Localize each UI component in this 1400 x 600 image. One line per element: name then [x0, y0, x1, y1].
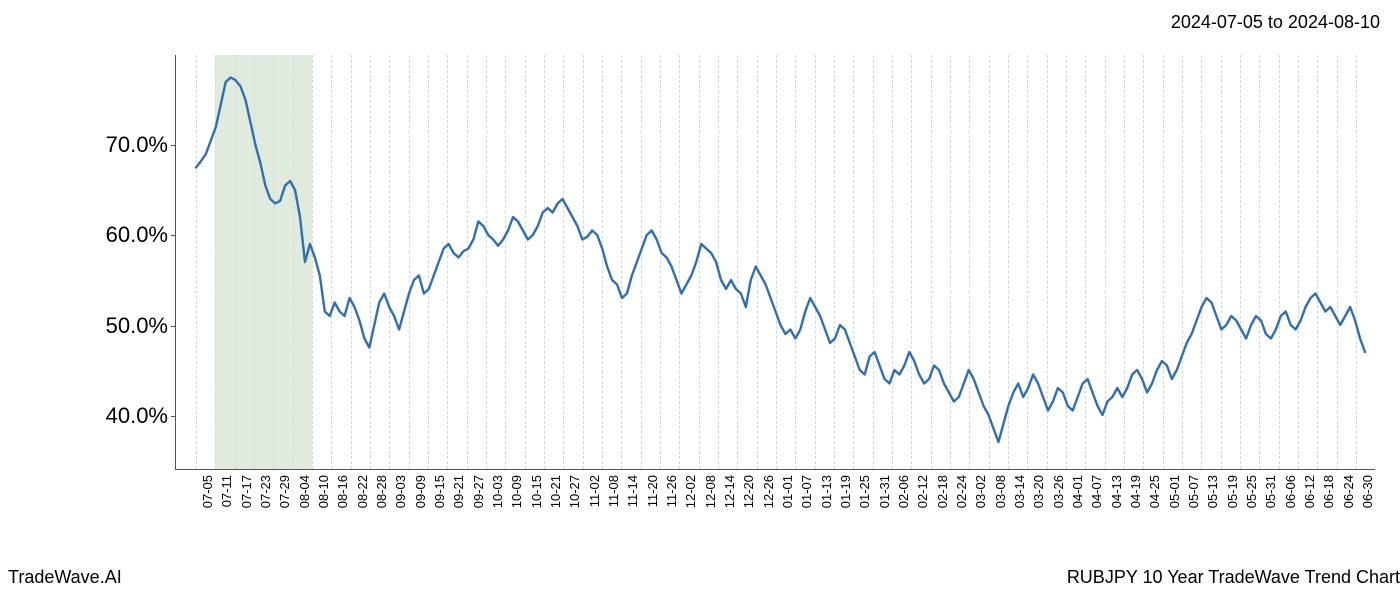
y-tick-mark — [171, 145, 176, 146]
y-tick-label: 40.0% — [106, 403, 168, 429]
y-tick-label: 50.0% — [106, 313, 168, 339]
y-tick-mark — [171, 235, 176, 236]
x-tick-label: 11-26 — [664, 475, 679, 507]
x-tick-label: 05-13 — [1205, 475, 1220, 508]
x-tick-label: 07-17 — [239, 475, 254, 508]
footer-brand: TradeWave.AI — [8, 567, 122, 588]
y-tick-mark — [171, 326, 176, 327]
x-tick-label: 03-26 — [1051, 475, 1066, 508]
x-tick-label: 09-27 — [471, 475, 486, 508]
x-tick-label: 09-21 — [451, 475, 466, 508]
x-tick-label: 07-23 — [258, 475, 273, 508]
x-tick-label: 09-03 — [393, 475, 408, 508]
x-tick-label: 11-20 — [645, 475, 660, 507]
x-tick-label: 03-08 — [993, 475, 1008, 508]
x-tick-label: 10-27 — [567, 475, 582, 508]
x-tick-label: 10-15 — [529, 475, 544, 508]
x-tick-label: 10-21 — [548, 475, 563, 508]
x-tick-label: 04-13 — [1109, 475, 1124, 508]
x-tick-label: 10-03 — [490, 475, 505, 508]
x-tick-label: 12-02 — [683, 475, 698, 508]
x-tick-label: 01-01 — [780, 475, 795, 508]
x-tick-label: 05-31 — [1263, 475, 1278, 508]
footer-title: RUBJPY 10 Year TradeWave Trend Chart — [1067, 567, 1400, 588]
x-tick-label: 06-30 — [1360, 475, 1375, 508]
x-tick-label: 01-13 — [819, 475, 834, 508]
x-tick-label: 11-02 — [587, 475, 602, 507]
x-tick-label: 01-25 — [857, 475, 872, 508]
x-tick-label: 06-12 — [1302, 475, 1317, 508]
x-tick-label: 12-20 — [741, 475, 756, 508]
date-range-label: 2024-07-05 to 2024-08-10 — [1171, 12, 1380, 33]
x-tick-label: 11-14 — [625, 475, 640, 507]
x-tick-label: 07-11 — [219, 475, 234, 507]
x-tick-label: 04-07 — [1089, 475, 1104, 508]
x-tick-label: 09-09 — [413, 475, 428, 508]
x-tick-label: 06-06 — [1283, 475, 1298, 508]
x-tick-label: 05-19 — [1225, 475, 1240, 508]
x-tick-label: 05-25 — [1244, 475, 1259, 508]
x-tick-label: 07-29 — [277, 475, 292, 508]
line-series — [176, 55, 1375, 469]
x-tick-label: 10-09 — [509, 475, 524, 508]
x-tick-label: 02-06 — [896, 475, 911, 508]
y-tick-label: 70.0% — [106, 132, 168, 158]
x-tick-label: 04-25 — [1147, 475, 1162, 508]
x-tick-label: 05-01 — [1167, 475, 1182, 508]
y-tick-label: 60.0% — [106, 222, 168, 248]
x-tick-label: 03-20 — [1031, 475, 1046, 508]
x-tick-label: 07-05 — [200, 475, 215, 508]
x-tick-label: 02-12 — [915, 475, 930, 508]
x-tick-label: 12-26 — [761, 475, 776, 508]
x-tick-label: 02-24 — [954, 475, 969, 508]
x-tick-label: 12-08 — [703, 475, 718, 508]
x-tick-label: 06-18 — [1321, 475, 1336, 508]
x-tick-label: 09-15 — [432, 475, 447, 508]
x-tick-label: 04-19 — [1128, 475, 1143, 508]
x-tick-label: 06-24 — [1341, 475, 1356, 508]
x-tick-label: 03-14 — [1012, 475, 1027, 508]
x-tick-label: 03-02 — [973, 475, 988, 508]
x-tick-label: 08-10 — [316, 475, 331, 508]
x-tick-label: 01-31 — [877, 475, 892, 508]
x-tick-label: 08-04 — [297, 475, 312, 508]
x-tick-label: 05-07 — [1186, 475, 1201, 508]
x-tick-label: 02-18 — [935, 475, 950, 508]
x-tick-label: 08-28 — [374, 475, 389, 508]
x-tick-label: 01-19 — [838, 475, 853, 508]
x-tick-label: 08-22 — [355, 475, 370, 508]
x-tick-label: 08-16 — [335, 475, 350, 508]
x-tick-label: 04-01 — [1070, 475, 1085, 508]
chart-plot-area — [175, 55, 1375, 470]
x-tick-label: 11-08 — [606, 475, 621, 507]
y-tick-mark — [171, 416, 176, 417]
x-tick-label: 12-14 — [722, 475, 737, 508]
x-tick-label: 01-07 — [799, 475, 814, 508]
